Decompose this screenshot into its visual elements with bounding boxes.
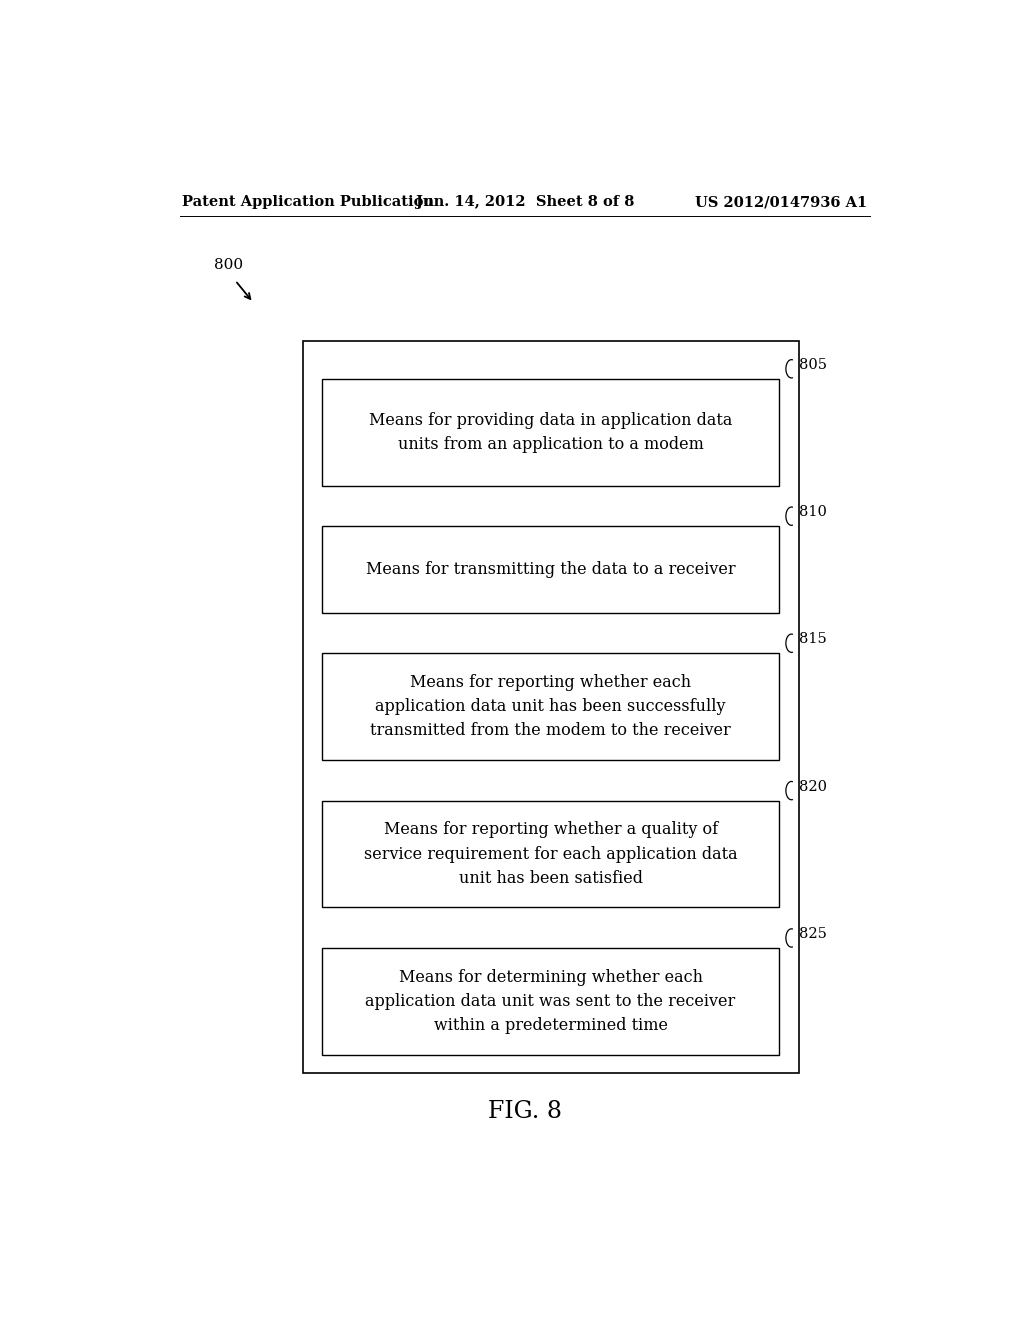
Text: Means for determining whether each
application data unit was sent to the receive: Means for determining whether each appli… (366, 969, 735, 1034)
Text: 820: 820 (800, 780, 827, 793)
Bar (323, 948, 778, 1055)
Bar (323, 527, 778, 612)
Text: Means for reporting whether each
application data unit has been successfully
tra: Means for reporting whether each applica… (371, 675, 731, 739)
Text: 810: 810 (800, 506, 827, 519)
Text: Means for reporting whether a quality of
service requirement for each applicatio: Means for reporting whether a quality of… (364, 821, 737, 887)
Bar (323, 653, 778, 760)
Text: 825: 825 (800, 927, 827, 941)
Text: Jun. 14, 2012  Sheet 8 of 8: Jun. 14, 2012 Sheet 8 of 8 (416, 195, 634, 209)
Text: Means for transmitting the data to a receiver: Means for transmitting the data to a rec… (366, 561, 735, 578)
Text: Patent Application Publication: Patent Application Publication (182, 195, 434, 209)
Text: 805: 805 (800, 358, 827, 372)
Text: 815: 815 (800, 632, 827, 647)
Text: Means for providing data in application data
units from an application to a mode: Means for providing data in application … (369, 412, 732, 453)
Text: 800: 800 (214, 259, 243, 272)
Text: FIG. 8: FIG. 8 (487, 1101, 562, 1123)
Bar (303, 342, 799, 1073)
Text: US 2012/0147936 A1: US 2012/0147936 A1 (695, 195, 867, 209)
Bar (323, 379, 778, 486)
Bar (323, 801, 778, 907)
